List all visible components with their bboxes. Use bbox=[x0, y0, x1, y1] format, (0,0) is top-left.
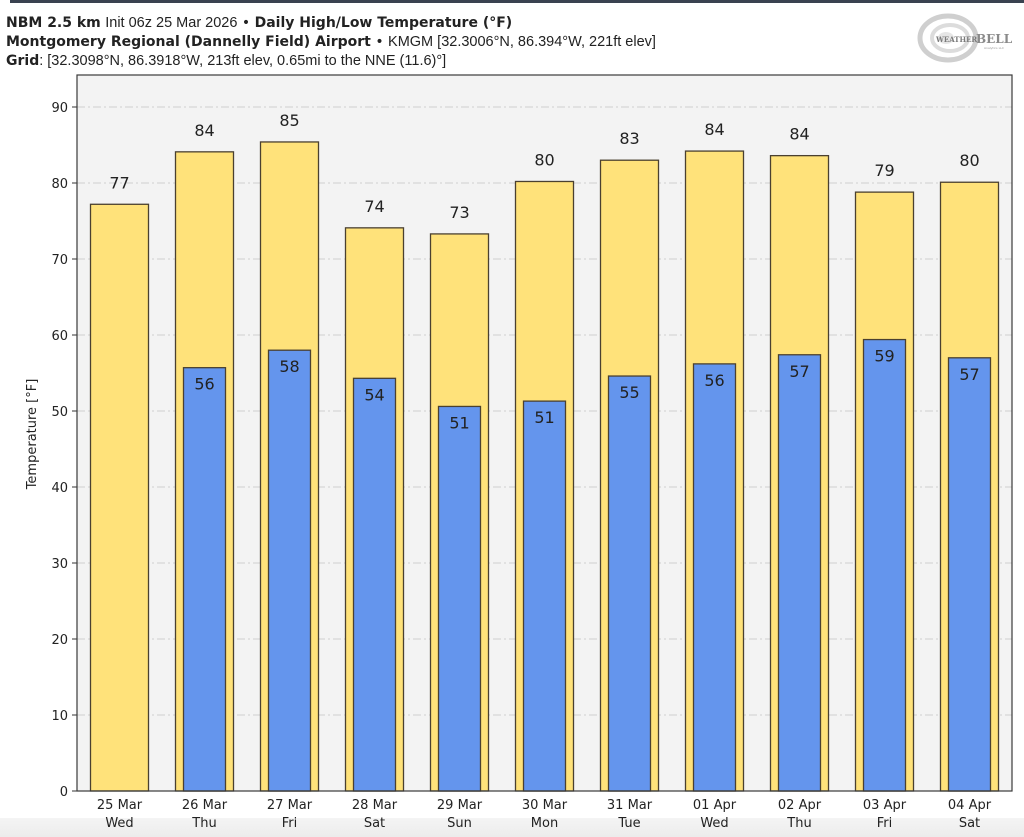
y-axis-title: Temperature [°F] bbox=[25, 379, 40, 491]
low-temp-bar bbox=[607, 375, 652, 792]
svg-text:WEATHER: WEATHER bbox=[935, 35, 977, 44]
header-line-2: Montgomery Regional (Dannelly Field) Air… bbox=[6, 33, 656, 52]
high-temp-label: 77 bbox=[109, 173, 129, 192]
low-temp-bar bbox=[692, 363, 737, 792]
x-tick-date: 31 Mar bbox=[607, 798, 653, 813]
y-tick-label: 50 bbox=[51, 405, 68, 420]
high-temp-label: 79 bbox=[874, 161, 894, 180]
window-top-border bbox=[10, 0, 1024, 3]
x-tick-day: Wed bbox=[105, 816, 133, 831]
low-temp-bar bbox=[947, 357, 992, 792]
low-temp-label: 57 bbox=[959, 365, 979, 384]
y-tick-label: 0 bbox=[60, 785, 68, 800]
high-temp-label: 84 bbox=[704, 120, 724, 139]
y-tick-label: 40 bbox=[51, 481, 68, 496]
grid-details: : [32.3098°N, 86.3918°W, 213ft elev, 0.6… bbox=[39, 53, 447, 69]
svg-text:BELL: BELL bbox=[976, 32, 1013, 46]
x-tick-date: 30 Mar bbox=[522, 798, 568, 813]
init-time: Init 06z 25 Mar 2026 bbox=[105, 15, 238, 31]
station-name: Montgomery Regional (Dannelly Field) Air… bbox=[6, 34, 371, 50]
y-tick-label: 20 bbox=[51, 633, 68, 648]
x-tick-date: 29 Mar bbox=[437, 798, 483, 813]
x-tick-day: Fri bbox=[282, 816, 298, 831]
x-tick-date: 26 Mar bbox=[182, 798, 228, 813]
y-tick-label: 90 bbox=[51, 101, 68, 116]
low-temp-label: 59 bbox=[874, 347, 894, 366]
header-line-3: Grid: [32.3098°N, 86.3918°W, 213ft elev,… bbox=[6, 52, 656, 71]
low-temp-label: 56 bbox=[194, 375, 214, 394]
high-temp-label: 80 bbox=[959, 151, 979, 170]
chart-header: NBM 2.5 km Init 06z 25 Mar 2026 • Daily … bbox=[6, 14, 656, 71]
low-temp-bar bbox=[437, 405, 482, 792]
y-tick-label: 10 bbox=[51, 709, 68, 724]
x-tick-date: 25 Mar bbox=[97, 798, 143, 813]
high-temp-label: 74 bbox=[364, 197, 384, 216]
high-temp-label: 83 bbox=[619, 129, 639, 148]
low-temp-bar bbox=[522, 400, 567, 792]
low-temp-label: 56 bbox=[704, 371, 724, 390]
station-details: KMGM [32.3006°N, 86.394°W, 221ft elev] bbox=[388, 34, 656, 50]
low-temp-label: 57 bbox=[789, 362, 809, 381]
x-tick-day: Sat bbox=[364, 816, 385, 831]
low-temp-bar bbox=[267, 349, 312, 792]
high-temp-label: 80 bbox=[534, 150, 554, 169]
svg-text:Analytics LLC: Analytics LLC bbox=[984, 46, 1004, 50]
x-tick-day: Sat bbox=[959, 816, 980, 831]
x-tick-date: 04 Apr bbox=[948, 798, 992, 813]
x-tick-date: 28 Mar bbox=[352, 798, 398, 813]
high-temp-label: 85 bbox=[279, 111, 299, 130]
high-temp-label: 84 bbox=[194, 121, 214, 140]
x-tick-day: Thu bbox=[786, 816, 811, 831]
low-temp-label: 55 bbox=[619, 383, 639, 402]
high-temp-label: 73 bbox=[449, 203, 469, 222]
low-temp-label: 51 bbox=[449, 413, 469, 432]
x-tick-date: 27 Mar bbox=[267, 798, 313, 813]
low-temp-label: 58 bbox=[279, 357, 299, 376]
high-temp-label: 84 bbox=[789, 125, 809, 144]
x-tick-day: Wed bbox=[700, 816, 728, 831]
low-temp-label: 51 bbox=[534, 408, 554, 427]
x-tick-day: Thu bbox=[191, 816, 216, 831]
model-name: NBM 2.5 km bbox=[6, 15, 101, 31]
weatherbell-logo: WEATHER BELL Analytics LLC bbox=[916, 12, 1016, 64]
x-tick-date: 02 Apr bbox=[778, 798, 822, 813]
y-tick-label: 80 bbox=[51, 177, 68, 192]
high-temp-bar bbox=[89, 203, 150, 792]
grid-label: Grid bbox=[6, 53, 40, 69]
y-tick-label: 70 bbox=[51, 253, 68, 268]
low-temp-bar bbox=[182, 367, 227, 792]
x-tick-date: 01 Apr bbox=[693, 798, 737, 813]
low-temp-bar bbox=[862, 338, 907, 792]
product-title: Daily High/Low Temperature (°F) bbox=[254, 15, 513, 31]
x-tick-date: 03 Apr bbox=[863, 798, 907, 813]
low-temp-bar bbox=[352, 377, 397, 792]
x-tick-day: Mon bbox=[531, 816, 558, 831]
separator: • bbox=[241, 15, 251, 31]
low-temp-label: 54 bbox=[364, 385, 384, 404]
plot-frame bbox=[76, 74, 1013, 792]
x-tick-day: Sun bbox=[447, 816, 472, 831]
low-temp-bar bbox=[777, 354, 822, 792]
separator: • bbox=[375, 34, 384, 50]
x-tick-day: Fri bbox=[877, 816, 893, 831]
x-tick-day: Tue bbox=[617, 816, 640, 831]
y-tick-label: 30 bbox=[51, 557, 68, 572]
header-line-1: NBM 2.5 km Init 06z 25 Mar 2026 • Daily … bbox=[6, 14, 656, 33]
y-tick-label: 60 bbox=[51, 329, 68, 344]
